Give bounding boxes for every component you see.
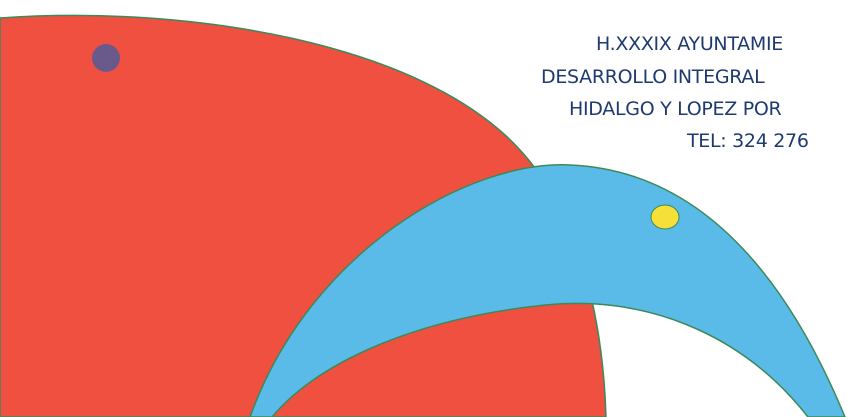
header-line: DESARROLLO INTEGRAL [541,66,764,88]
logo [0,0,849,417]
page: H.XXXIX AYUNTAMIE DESARROLLO INTEGRAL HI… [0,0,849,417]
header-line: TEL: 324 276 [687,130,809,152]
yellow-dot [651,205,679,229]
header-line: H.XXXIX AYUNTAMIE [596,33,783,55]
purple-dot [92,44,120,72]
header-line: HIDALGO Y LOPEZ POR [569,98,781,120]
